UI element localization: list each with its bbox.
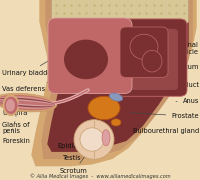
Polygon shape (42, 0, 192, 158)
Ellipse shape (102, 130, 110, 146)
Ellipse shape (4, 96, 18, 114)
Text: Bulbourethral gland: Bulbourethral gland (133, 125, 199, 134)
Ellipse shape (0, 100, 55, 105)
Text: Prostate: Prostate (131, 113, 199, 119)
Ellipse shape (64, 40, 108, 79)
FancyBboxPatch shape (48, 18, 132, 94)
Ellipse shape (109, 93, 123, 101)
Polygon shape (48, 0, 188, 151)
Ellipse shape (74, 120, 114, 159)
Text: Foreskin: Foreskin (2, 129, 30, 144)
Text: Epididymis: Epididymis (58, 129, 94, 149)
Ellipse shape (6, 99, 15, 112)
Text: Urinary bladder: Urinary bladder (2, 55, 58, 76)
Ellipse shape (130, 34, 158, 59)
Text: © Alila Medical Images  -  www.alilamedicalimages.com: © Alila Medical Images - www.alilamedica… (30, 174, 170, 179)
Text: Scrotum: Scrotum (60, 154, 88, 174)
Text: Urethra: Urethra (2, 106, 32, 116)
Ellipse shape (0, 98, 55, 107)
FancyBboxPatch shape (120, 27, 168, 77)
Polygon shape (52, 0, 188, 32)
Ellipse shape (0, 95, 55, 110)
Text: Penis: Penis (2, 98, 33, 106)
Ellipse shape (88, 96, 120, 120)
FancyBboxPatch shape (126, 29, 178, 90)
Ellipse shape (111, 119, 121, 126)
Text: Seminal: Seminal (164, 42, 199, 48)
Text: Rectum: Rectum (174, 64, 199, 70)
Text: vesicle: vesicle (167, 49, 199, 55)
Ellipse shape (142, 50, 162, 72)
Text: Glans of: Glans of (2, 114, 30, 128)
Text: Anus: Anus (176, 98, 199, 104)
FancyBboxPatch shape (117, 19, 187, 96)
Text: penis: penis (2, 121, 20, 134)
Ellipse shape (0, 96, 55, 109)
Ellipse shape (80, 128, 104, 151)
Text: Vas deferens: Vas deferens (2, 78, 63, 92)
Text: Testis: Testis (63, 143, 86, 161)
Ellipse shape (0, 93, 57, 112)
Text: Ejaculatory duct: Ejaculatory duct (145, 82, 199, 88)
Ellipse shape (0, 99, 55, 106)
Polygon shape (32, 0, 196, 166)
